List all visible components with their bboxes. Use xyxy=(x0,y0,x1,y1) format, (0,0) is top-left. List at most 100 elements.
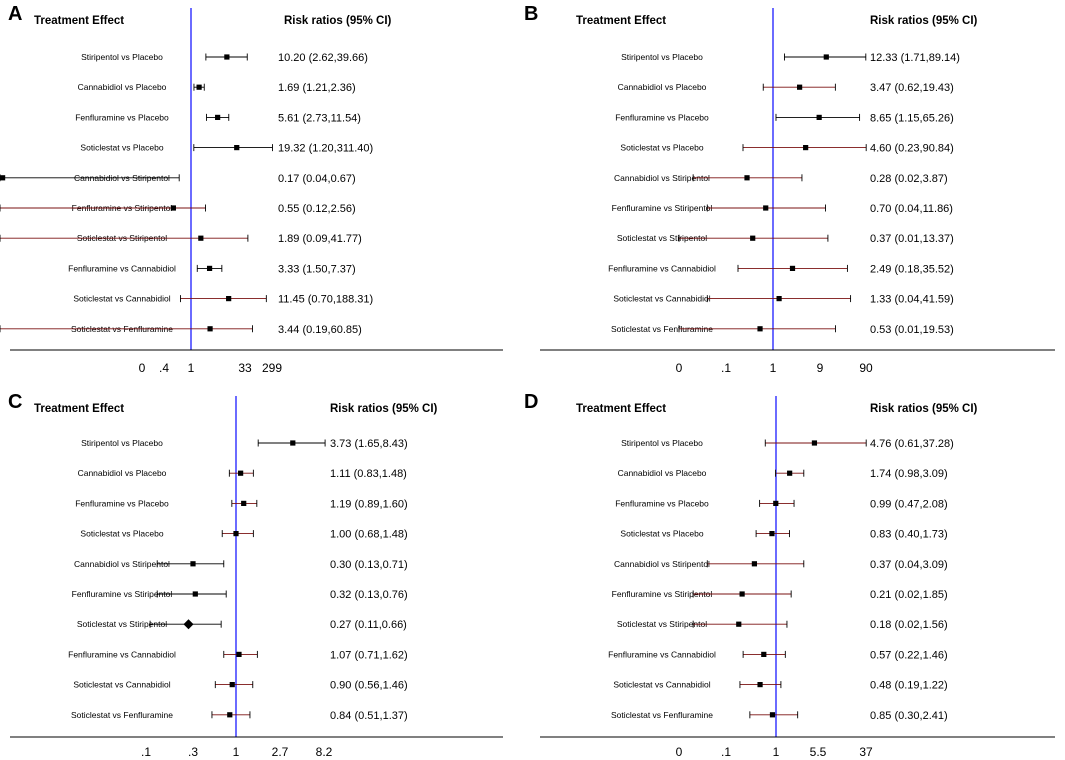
ci-value-label: 0.18 (0.02,1.56) xyxy=(870,619,948,631)
ci-value-label: 1.69 (1.21,2.36) xyxy=(278,82,356,94)
ci-value-label: 0.99 (0.47,2.08) xyxy=(870,498,948,510)
point-estimate-marker xyxy=(290,440,296,446)
point-estimate-marker xyxy=(229,682,235,688)
ci-value-label: 0.53 (0.01,19.53) xyxy=(870,324,954,336)
x-tick-label-d: 1 xyxy=(773,745,780,759)
header-treatment-effect-b: Treatment Effect xyxy=(576,15,666,27)
point-estimate-marker xyxy=(233,531,239,537)
x-tick-label-b: .1 xyxy=(721,361,731,375)
point-estimate-marker xyxy=(226,296,232,302)
x-tick-label-a: 33 xyxy=(238,361,252,375)
comparison-label: Soticlestat vs Stiripentol xyxy=(617,233,707,243)
panel-label-c: C xyxy=(8,391,22,413)
comparison-label: Soticlestat vs Placebo xyxy=(620,143,703,153)
x-tick-label-d: .1 xyxy=(721,745,731,759)
comparison-label: Soticlestat vs Stiripentol xyxy=(617,619,707,629)
x-tick-label-c: .1 xyxy=(141,745,151,759)
panel-label-a: A xyxy=(8,3,22,25)
point-estimate-marker xyxy=(769,531,775,537)
comparison-label: Cannabidiol vs Placebo xyxy=(78,468,167,478)
ci-value-label: 0.90 (0.56,1.46) xyxy=(330,680,408,692)
comparison-label: Soticlestat vs Placebo xyxy=(80,143,163,153)
ci-value-label: 1.11 (0.83,1.48) xyxy=(330,468,407,480)
point-estimate-marker xyxy=(736,621,742,627)
point-estimate-marker xyxy=(769,712,776,718)
point-estimate-marker xyxy=(215,114,221,120)
ci-value-label: 0.28 (0.02,3.87) xyxy=(870,173,948,185)
comparison-label: Fenfluramine vs Cannabidiol xyxy=(68,649,176,659)
ci-value-label: 8.65 (1.15,65.26) xyxy=(870,112,954,124)
comparison-label: Soticlestat vs Placebo xyxy=(80,529,163,539)
comparison-label: Soticlestat vs Fenfluramine xyxy=(611,324,713,334)
ci-value-label: 0.32 (0.13,0.76) xyxy=(330,589,408,601)
point-estimate-marker xyxy=(170,205,176,211)
x-tick-label-b: 90 xyxy=(859,361,873,375)
comparison-label: Fenfluramine vs Stiripentol xyxy=(72,589,173,599)
comparison-label: Soticlestat vs Fenfluramine xyxy=(611,710,713,720)
comparison-label: Soticlestat vs Cannabidiol xyxy=(73,680,170,690)
x-tick-label-d: 37 xyxy=(859,745,873,759)
point-estimate-marker xyxy=(757,682,763,688)
x-tick-label-c: 1 xyxy=(233,745,240,759)
x-tick-label-a: 299 xyxy=(262,361,282,375)
comparison-label: Soticlestat vs Cannabidiol xyxy=(613,294,710,304)
comparison-label: Fenfluramine vs Placebo xyxy=(615,498,709,508)
point-estimate-marker xyxy=(241,500,247,506)
ci-value-label: 3.47 (0.62,19.43) xyxy=(870,82,954,94)
point-estimate-marker xyxy=(751,561,758,567)
comparison-label: Soticlestat vs Cannabidiol xyxy=(613,680,710,690)
ci-value-label: 0.57 (0.22,1.46) xyxy=(870,649,948,661)
x-tick-label-b: 0 xyxy=(676,361,683,375)
ci-value-label: 0.84 (0.51,1.37) xyxy=(330,710,408,722)
x-tick-label-c: 8.2 xyxy=(316,745,333,759)
ci-value-label: 0.83 (0.40,1.73) xyxy=(870,529,948,541)
ci-value-label: 0.37 (0.01,13.37) xyxy=(870,233,954,245)
ci-value-label: 3.73 (1.65,8.43) xyxy=(330,438,408,450)
ci-value-label: 0.30 (0.13,0.71) xyxy=(330,559,408,571)
point-estimate-marker xyxy=(750,235,756,241)
ci-value-label: 0.21 (0.02,1.85) xyxy=(870,589,948,601)
point-estimate-marker xyxy=(207,326,213,332)
point-estimate-marker xyxy=(816,114,822,120)
ci-value-label: 1.19 (0.89,1.60) xyxy=(330,498,408,510)
comparison-label: Soticlestat vs Stiripentol xyxy=(77,619,167,629)
comparison-label: Cannabidiol vs Placebo xyxy=(618,468,707,478)
point-estimate-marker xyxy=(811,440,818,446)
comparison-label: Stiripentol vs Placebo xyxy=(621,52,703,62)
x-tick-label-d: 0 xyxy=(676,745,683,759)
ci-value-label: 1.00 (0.68,1.48) xyxy=(330,529,408,541)
ci-value-label: 3.33 (1.50,7.37) xyxy=(278,263,356,275)
ci-value-label: 1.89 (0.09,41.77) xyxy=(278,233,362,245)
comparison-label: Stiripentol vs Placebo xyxy=(81,52,163,62)
comparison-label: Cannabidiol vs Placebo xyxy=(78,82,167,92)
comparison-label: Stiripentol vs Placebo xyxy=(81,438,163,448)
x-tick-label-c: 2.7 xyxy=(272,745,289,759)
panel-label-d: D xyxy=(524,391,538,413)
comparison-label: Cannabidiol vs Placebo xyxy=(618,82,707,92)
point-estimate-marker xyxy=(803,145,809,151)
point-estimate-marker xyxy=(797,84,803,90)
header-treatment-effect-a: Treatment Effect xyxy=(34,15,124,27)
point-estimate-marker xyxy=(757,326,763,332)
comparison-label: Soticlestat vs Cannabidiol xyxy=(73,294,170,304)
point-estimate-marker xyxy=(198,235,204,241)
panel-label-b: B xyxy=(524,3,538,25)
point-estimate-marker xyxy=(190,561,196,567)
point-estimate-marker xyxy=(763,205,769,211)
comparison-label: Soticlestat vs Fenfluramine xyxy=(71,710,173,720)
comparison-label: Cannabidiol vs Stiripentol xyxy=(74,559,170,569)
x-tick-label-b: 1 xyxy=(770,361,777,375)
x-tick-label-a: 0 xyxy=(139,361,146,375)
ci-value-label: 1.07 (0.71,1.62) xyxy=(330,649,408,661)
comparison-label: Soticlestat vs Placebo xyxy=(620,529,703,539)
point-estimate-marker xyxy=(789,265,796,271)
point-estimate-marker xyxy=(227,712,233,718)
point-estimate-marker xyxy=(236,651,242,657)
ci-value-label: 0.27 (0.11,0.66) xyxy=(330,619,407,631)
x-tick-label-d: 5.5 xyxy=(810,745,827,759)
x-tick-label-a: .4 xyxy=(159,361,169,375)
point-estimate-marker xyxy=(776,296,782,302)
ci-value-label: 12.33 (1.71,89.14) xyxy=(870,52,960,64)
ci-value-label: 0.55 (0.12,2.56) xyxy=(278,203,356,215)
point-estimate-marker xyxy=(823,54,829,60)
